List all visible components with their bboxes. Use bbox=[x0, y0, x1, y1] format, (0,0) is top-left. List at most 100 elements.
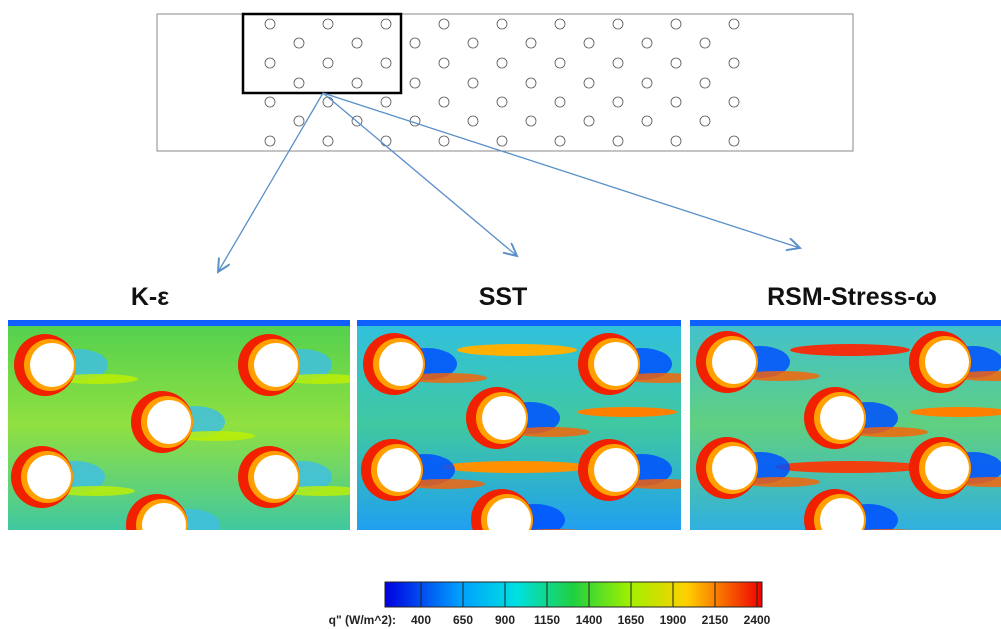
wall-band bbox=[8, 320, 350, 326]
tube bbox=[728, 18, 740, 30]
domain bbox=[156, 13, 854, 152]
colorbar bbox=[384, 581, 763, 608]
tube bbox=[254, 343, 298, 387]
tube bbox=[254, 455, 298, 499]
tube bbox=[142, 503, 186, 530]
wake-tail bbox=[510, 427, 590, 437]
tube bbox=[641, 37, 653, 49]
tube bbox=[594, 342, 638, 386]
colorbar-label: q" (W/m^2): bbox=[329, 613, 396, 627]
wake-tail bbox=[282, 486, 350, 496]
tube bbox=[377, 448, 421, 492]
streak bbox=[790, 344, 910, 356]
tube bbox=[438, 135, 450, 147]
tube bbox=[264, 135, 276, 147]
colorbar-ticks: 400 650 900 1150 1400 1650 1900 2150 2400 bbox=[411, 582, 771, 627]
tube bbox=[438, 18, 450, 30]
tube bbox=[820, 498, 864, 530]
tube bbox=[467, 115, 479, 127]
streak bbox=[457, 344, 577, 356]
tube-array bbox=[264, 18, 740, 147]
tube bbox=[554, 135, 566, 147]
tube bbox=[641, 77, 653, 89]
tube bbox=[467, 77, 479, 89]
tube bbox=[612, 18, 624, 30]
wake-tail bbox=[58, 374, 138, 384]
tube bbox=[264, 18, 276, 30]
tube bbox=[728, 96, 740, 108]
wake-tail bbox=[864, 529, 912, 530]
tube bbox=[322, 135, 334, 147]
tube bbox=[30, 343, 74, 387]
tube bbox=[496, 18, 508, 30]
contour-panel bbox=[8, 320, 350, 544]
arrow bbox=[322, 92, 800, 248]
streak bbox=[775, 461, 925, 473]
tube bbox=[670, 57, 682, 69]
arrow bbox=[218, 92, 324, 272]
colorbar-tick-label: 900 bbox=[495, 613, 515, 627]
colorbar-tick-label: 2150 bbox=[702, 613, 729, 627]
tube bbox=[380, 57, 392, 69]
tube bbox=[525, 115, 537, 127]
contour-panels bbox=[8, 320, 1001, 544]
tube bbox=[27, 455, 71, 499]
streak bbox=[442, 461, 592, 473]
tube bbox=[583, 77, 595, 89]
wake-tail bbox=[407, 373, 487, 383]
tube bbox=[467, 37, 479, 49]
wake-tail bbox=[531, 529, 579, 530]
wake-tail bbox=[170, 534, 250, 544]
wake-tail bbox=[282, 374, 350, 384]
tube bbox=[612, 57, 624, 69]
tube bbox=[699, 77, 711, 89]
tube bbox=[612, 135, 624, 147]
tube bbox=[583, 115, 595, 127]
tube bbox=[554, 57, 566, 69]
arrow bbox=[322, 92, 517, 256]
tube bbox=[728, 135, 740, 147]
tube bbox=[293, 77, 305, 89]
tube bbox=[670, 18, 682, 30]
tube bbox=[487, 498, 531, 530]
colorbar-tick-label: 2400 bbox=[744, 613, 771, 627]
tube bbox=[147, 400, 191, 444]
tube bbox=[525, 77, 537, 89]
colorbar-tick-label: 1400 bbox=[576, 613, 603, 627]
tube bbox=[925, 340, 969, 384]
tube bbox=[554, 96, 566, 108]
wake-tail bbox=[55, 486, 135, 496]
wake-tail bbox=[175, 431, 255, 441]
arrows bbox=[218, 92, 800, 272]
tube bbox=[496, 135, 508, 147]
tube bbox=[293, 37, 305, 49]
tube bbox=[712, 446, 756, 490]
tube bbox=[728, 57, 740, 69]
tube bbox=[351, 115, 363, 127]
tube bbox=[409, 77, 421, 89]
tube bbox=[699, 37, 711, 49]
tube bbox=[670, 135, 682, 147]
tube bbox=[699, 115, 711, 127]
tube bbox=[612, 96, 624, 108]
wake-tail bbox=[405, 479, 485, 489]
streak bbox=[577, 407, 677, 417]
tube bbox=[496, 96, 508, 108]
tube bbox=[264, 96, 276, 108]
tube bbox=[820, 396, 864, 440]
tube bbox=[293, 115, 305, 127]
wake-tail bbox=[848, 427, 928, 437]
colorbar-tick-label: 1650 bbox=[618, 613, 645, 627]
tube bbox=[380, 18, 392, 30]
tube bbox=[380, 96, 392, 108]
contour-panel bbox=[357, 320, 681, 530]
wake-tail bbox=[740, 477, 820, 487]
tube bbox=[712, 340, 756, 384]
tube bbox=[925, 446, 969, 490]
zoom-box bbox=[241, 12, 403, 95]
contour-panel bbox=[690, 320, 1001, 530]
tube bbox=[264, 57, 276, 69]
tube bbox=[670, 96, 682, 108]
tube bbox=[379, 342, 423, 386]
